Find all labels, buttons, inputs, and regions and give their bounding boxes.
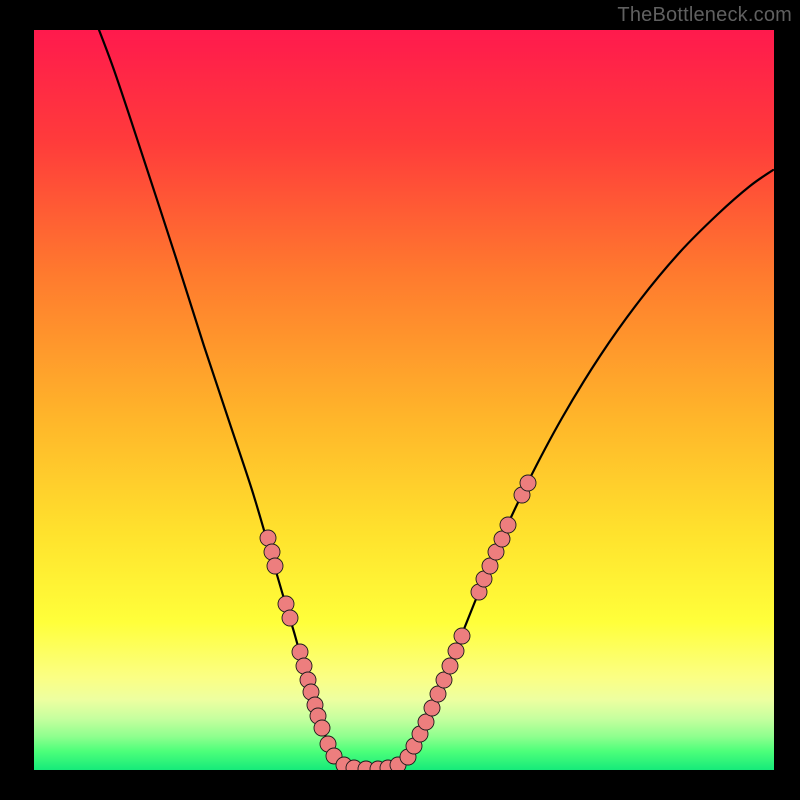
watermark-text: TheBottleneck.com [617, 4, 792, 27]
chart-stage: TheBottleneck.com [0, 0, 800, 800]
plot-area [34, 30, 774, 770]
gradient-background [34, 30, 774, 770]
